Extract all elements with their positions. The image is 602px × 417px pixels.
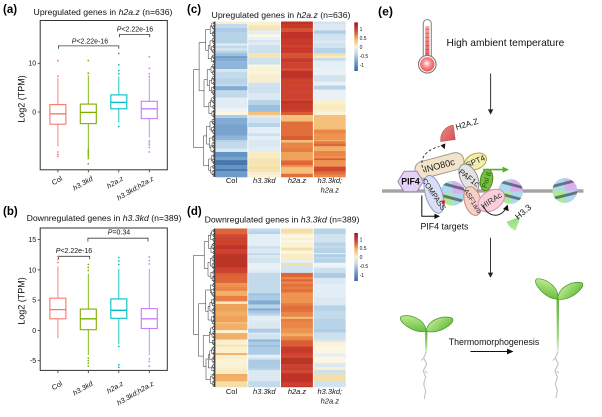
- svg-text:h2a.z: h2a.z: [288, 387, 307, 396]
- svg-text:P<2.22e-16: P<2.22e-16: [72, 39, 109, 46]
- svg-text:-0.5: -0.5: [360, 54, 369, 60]
- svg-text:10: 10: [28, 267, 36, 274]
- svg-text:0.5: 0.5: [360, 36, 367, 42]
- svg-text:Log2 (TPM): Log2 (TPM): [17, 75, 27, 123]
- svg-text:h2a.z: h2a.z: [321, 397, 340, 406]
- svg-text:Upregulated genes in h2a.z (n=: Upregulated genes in h2a.z (n=636): [212, 10, 351, 20]
- svg-text:Log2 (TPM): Log2 (TPM): [17, 277, 27, 325]
- svg-text:1: 1: [360, 27, 363, 33]
- svg-text:h3.3kd: h3.3kd: [253, 176, 276, 185]
- svg-text:High ambient temperature: High ambient temperature: [447, 38, 565, 49]
- svg-text:-1: -1: [360, 273, 365, 279]
- svg-text:h3.3kd: h3.3kd: [253, 387, 276, 396]
- svg-text:0: 0: [360, 45, 363, 51]
- svg-text:PIF4: PIF4: [401, 177, 420, 187]
- svg-text:Upregulated genes in h2a.z (n=: Upregulated genes in h2a.z (n=636): [34, 7, 173, 17]
- svg-text:h3.3kd;: h3.3kd;: [317, 387, 342, 396]
- svg-text:-1: -1: [360, 63, 365, 69]
- svg-text:Downregulated genes in h3.3kd: Downregulated genes in h3.3kd (n=389): [205, 215, 360, 225]
- svg-text:0: 0: [360, 255, 363, 261]
- svg-text:0: 0: [32, 109, 36, 116]
- svg-text:-0.5: -0.5: [360, 264, 369, 270]
- svg-text:h2a.z: h2a.z: [321, 186, 340, 195]
- svg-text:Thermomorphogenesis: Thermomorphogenesis: [449, 337, 540, 347]
- svg-text:PIF4 targets: PIF4 targets: [421, 222, 470, 232]
- svg-text:Col: Col: [226, 176, 238, 185]
- svg-text:(a): (a): [3, 4, 17, 16]
- svg-text:(e): (e): [378, 5, 393, 19]
- svg-text:Downregulated genes in h3.3kd: Downregulated genes in h3.3kd (n=389): [27, 213, 182, 223]
- svg-text:10: 10: [28, 61, 36, 68]
- svg-text:P<2.22e-16: P<2.22e-16: [117, 27, 154, 34]
- svg-text:1: 1: [360, 237, 363, 243]
- svg-text:0: 0: [32, 328, 36, 335]
- svg-text:P<2.22e-16: P<2.22e-16: [56, 248, 93, 255]
- svg-text:0.5: 0.5: [360, 246, 367, 252]
- svg-text:h3.3kd;: h3.3kd;: [317, 176, 342, 185]
- svg-text:(d): (d): [187, 206, 202, 218]
- svg-text:15: 15: [28, 237, 36, 244]
- svg-text:Col: Col: [226, 387, 238, 396]
- svg-text:h2a.z: h2a.z: [288, 176, 307, 185]
- svg-text:(c): (c): [187, 4, 201, 16]
- svg-text:5: 5: [32, 298, 36, 305]
- svg-text:-5: -5: [30, 358, 36, 365]
- svg-text:P=0.34: P=0.34: [108, 230, 130, 237]
- svg-text:(b): (b): [3, 206, 18, 218]
